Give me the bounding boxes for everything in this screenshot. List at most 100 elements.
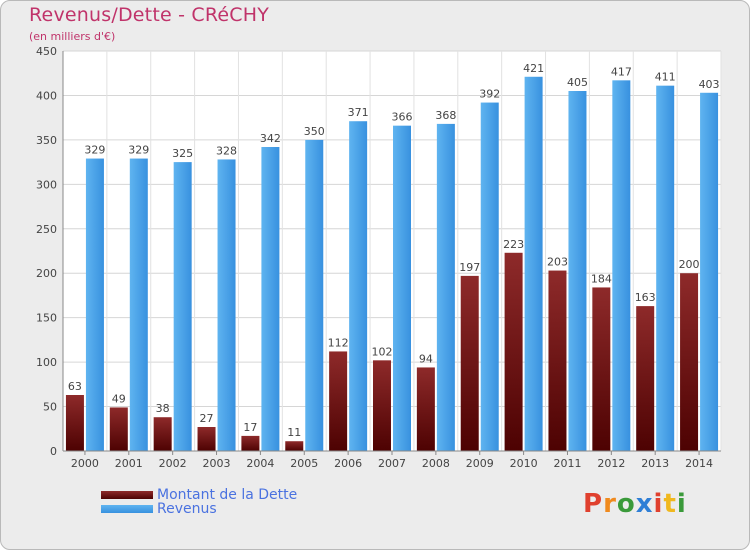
bar-revenus — [436, 123, 455, 451]
bar-dette — [592, 287, 611, 451]
bar-dette — [65, 395, 84, 451]
data-label: 328 — [216, 144, 237, 157]
x-tick-label: 2001 — [115, 457, 143, 470]
y-tick-label: 0 — [50, 445, 57, 458]
data-label: 11 — [287, 426, 301, 439]
bars — [65, 76, 719, 452]
data-label: 223 — [503, 238, 524, 251]
data-label: 421 — [523, 62, 544, 75]
data-label: 350 — [304, 125, 325, 138]
legend-item-dette: Montant de la Dette — [101, 487, 297, 503]
data-labels: 63 329 49 329 38 325 27 328 17 342 11 350 112 371 102 3… — [68, 62, 720, 439]
y-tick-label: 150 — [36, 312, 57, 325]
bar-dette — [153, 417, 172, 451]
chart-subtitle: (en milliers d'€) — [29, 30, 116, 43]
data-label: 17 — [243, 421, 257, 434]
data-label: 325 — [172, 147, 193, 160]
legend-swatch-revenus — [101, 505, 153, 513]
data-label: 392 — [479, 88, 500, 101]
y-tick-label: 200 — [36, 267, 57, 280]
x-tick-label: 2008 — [422, 457, 450, 470]
x-tick-label: 2006 — [334, 457, 362, 470]
bar-dette — [416, 367, 435, 451]
bar-revenus — [349, 121, 368, 451]
x-tick-label: 2012 — [597, 457, 625, 470]
legend-swatch-dette — [101, 491, 153, 499]
bar-revenus — [480, 102, 499, 452]
logo-letter: t — [663, 489, 677, 519]
data-label: 38 — [156, 402, 170, 415]
bar-dette — [197, 427, 216, 451]
logo-letter: r — [603, 489, 617, 519]
x-tick-label: 2009 — [466, 457, 494, 470]
data-label: 403 — [699, 78, 720, 91]
bar-revenus — [656, 85, 675, 452]
x-tick-label: 2011 — [553, 457, 581, 470]
bar-revenus — [700, 92, 719, 452]
data-label: 405 — [567, 76, 588, 89]
data-label: 200 — [679, 258, 700, 271]
bar-dette — [373, 360, 391, 451]
plot-area — [63, 51, 721, 451]
data-label: 411 — [655, 71, 676, 84]
bar-revenus — [129, 158, 148, 452]
logo-letter: i — [676, 489, 687, 519]
bar-revenus — [568, 91, 587, 451]
x-tick-label: 2002 — [159, 457, 187, 470]
x-tick-label: 2010 — [510, 457, 538, 470]
data-label: 203 — [547, 256, 568, 269]
y-tick-label: 400 — [36, 89, 57, 102]
x-tick-label: 2014 — [685, 457, 713, 470]
bar-revenus — [305, 139, 324, 451]
bar-dette — [285, 441, 304, 451]
bar-dette — [241, 435, 260, 451]
data-label: 163 — [635, 291, 656, 304]
bar-dette — [680, 273, 699, 451]
x-tick-label: 2007 — [378, 457, 406, 470]
bar-revenus — [393, 125, 411, 452]
data-label: 112 — [328, 336, 349, 349]
data-label: 342 — [260, 132, 281, 145]
data-label: 102 — [372, 345, 393, 358]
y-tick-label: 250 — [36, 223, 57, 236]
y-tick-label: 100 — [36, 356, 57, 369]
logo-letter: i — [653, 489, 664, 519]
bar-dette — [109, 407, 128, 451]
bar-revenus — [261, 147, 280, 451]
data-label: 368 — [435, 109, 456, 122]
bar-dette — [460, 275, 479, 451]
legend-item-revenus: Revenus — [101, 501, 217, 517]
data-label: 417 — [611, 65, 632, 78]
bar-revenus — [524, 76, 543, 452]
x-tick-label: 2004 — [246, 457, 274, 470]
x-tick-label: 2003 — [203, 457, 231, 470]
y-tick-label: 300 — [36, 178, 57, 191]
proxiti-logo: Proxiti — [583, 489, 687, 519]
grid-lines — [62, 50, 722, 452]
x-tick-label: 2000 — [71, 457, 99, 470]
data-label: 371 — [348, 106, 369, 119]
legend-label-revenus: Revenus — [157, 501, 217, 517]
data-label: 184 — [591, 272, 612, 285]
y-tick-label: 350 — [36, 134, 57, 147]
logo-letter: o — [616, 489, 636, 519]
bar-dette — [504, 252, 523, 451]
bar-revenus — [217, 159, 236, 451]
bar-revenus — [173, 162, 192, 451]
bar-dette — [636, 306, 655, 451]
data-label: 63 — [68, 380, 82, 393]
data-label: 49 — [112, 392, 126, 405]
data-label: 329 — [84, 144, 105, 157]
bar-dette — [548, 270, 567, 451]
logo-letter: P — [583, 489, 604, 519]
y-tick-label: 450 — [36, 45, 57, 58]
bar-revenus — [85, 158, 104, 452]
logo-letter: x — [635, 489, 654, 519]
data-label: 329 — [128, 144, 149, 157]
chart-title: Revenus/Dette - CRéCHY — [29, 4, 270, 26]
bar-revenus — [612, 80, 631, 451]
data-label: 366 — [392, 111, 413, 124]
